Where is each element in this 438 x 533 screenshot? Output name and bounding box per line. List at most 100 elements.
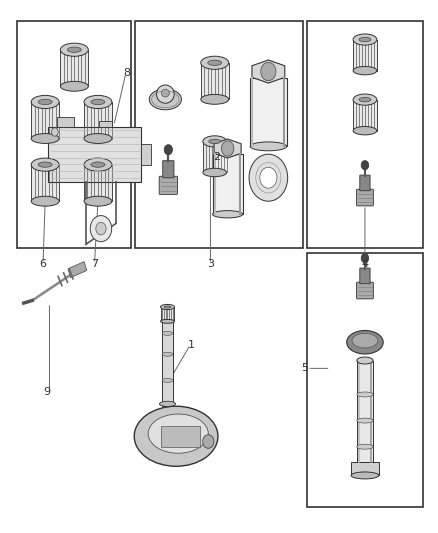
Text: 3: 3 <box>207 259 214 269</box>
Ellipse shape <box>359 98 371 102</box>
Ellipse shape <box>38 99 52 104</box>
Circle shape <box>164 144 173 155</box>
Circle shape <box>90 215 112 241</box>
Circle shape <box>96 222 106 235</box>
Bar <box>68 262 87 278</box>
Ellipse shape <box>160 319 174 324</box>
Text: 7: 7 <box>91 259 98 269</box>
Text: 6: 6 <box>39 259 46 269</box>
Ellipse shape <box>201 56 229 69</box>
Circle shape <box>221 141 234 156</box>
Ellipse shape <box>212 211 243 218</box>
Ellipse shape <box>31 134 59 143</box>
Text: 4: 4 <box>361 259 368 269</box>
Ellipse shape <box>250 142 286 151</box>
Ellipse shape <box>357 357 373 364</box>
Ellipse shape <box>160 304 174 310</box>
Ellipse shape <box>357 418 373 423</box>
Circle shape <box>361 160 369 170</box>
Ellipse shape <box>209 139 221 143</box>
Ellipse shape <box>203 136 226 147</box>
Ellipse shape <box>357 444 373 449</box>
Circle shape <box>51 128 58 136</box>
Ellipse shape <box>91 162 105 167</box>
Polygon shape <box>214 139 241 158</box>
Ellipse shape <box>60 82 88 91</box>
Ellipse shape <box>84 158 112 171</box>
Ellipse shape <box>148 414 208 453</box>
Ellipse shape <box>31 95 59 109</box>
Bar <box>160 307 174 321</box>
Ellipse shape <box>208 60 222 66</box>
Ellipse shape <box>353 34 377 45</box>
Bar <box>99 120 112 127</box>
Ellipse shape <box>38 162 52 167</box>
Bar <box>212 154 243 214</box>
Ellipse shape <box>91 99 105 104</box>
Bar <box>353 100 377 131</box>
Polygon shape <box>252 60 285 83</box>
Bar <box>17 21 131 248</box>
Ellipse shape <box>164 306 171 308</box>
Circle shape <box>260 167 277 188</box>
Ellipse shape <box>353 94 377 105</box>
Text: 2: 2 <box>213 152 220 162</box>
Ellipse shape <box>84 95 112 109</box>
FancyBboxPatch shape <box>357 189 373 206</box>
Bar <box>357 360 373 463</box>
Bar <box>60 50 88 86</box>
Bar <box>84 165 112 201</box>
Bar <box>31 165 59 201</box>
Bar <box>141 144 152 165</box>
Ellipse shape <box>149 89 181 110</box>
Ellipse shape <box>162 352 173 356</box>
Bar <box>203 141 226 173</box>
Ellipse shape <box>162 332 173 335</box>
FancyBboxPatch shape <box>159 176 177 195</box>
Ellipse shape <box>357 392 373 397</box>
FancyBboxPatch shape <box>360 175 370 191</box>
Bar <box>353 39 377 71</box>
FancyBboxPatch shape <box>360 268 370 284</box>
Text: 9: 9 <box>44 387 51 397</box>
Bar <box>162 321 173 407</box>
Ellipse shape <box>352 333 378 348</box>
Ellipse shape <box>84 196 112 206</box>
Ellipse shape <box>161 89 170 97</box>
Bar <box>161 426 200 447</box>
Bar <box>250 78 286 147</box>
Bar <box>48 127 141 182</box>
Text: 8: 8 <box>123 68 130 78</box>
Ellipse shape <box>31 158 59 171</box>
Ellipse shape <box>67 47 81 52</box>
Circle shape <box>203 435 214 448</box>
Ellipse shape <box>201 94 229 104</box>
Ellipse shape <box>203 168 226 176</box>
Ellipse shape <box>162 378 173 382</box>
Ellipse shape <box>353 67 377 75</box>
Ellipse shape <box>351 472 379 479</box>
Bar <box>84 102 112 139</box>
Bar <box>57 117 74 127</box>
Ellipse shape <box>31 196 59 206</box>
Circle shape <box>261 62 276 81</box>
Ellipse shape <box>353 126 377 135</box>
Ellipse shape <box>359 37 371 42</box>
Bar <box>307 254 423 507</box>
Bar <box>351 462 379 475</box>
Ellipse shape <box>347 330 383 354</box>
Ellipse shape <box>84 134 112 143</box>
Ellipse shape <box>156 85 174 103</box>
Ellipse shape <box>134 406 218 466</box>
Ellipse shape <box>60 43 88 56</box>
Ellipse shape <box>159 401 176 407</box>
Text: 5: 5 <box>301 364 308 373</box>
FancyBboxPatch shape <box>163 160 174 178</box>
Circle shape <box>361 254 369 263</box>
Bar <box>135 21 303 248</box>
Circle shape <box>249 154 288 201</box>
Bar <box>31 102 59 139</box>
Text: 1: 1 <box>187 340 194 350</box>
FancyBboxPatch shape <box>357 282 373 299</box>
Bar <box>307 21 423 248</box>
